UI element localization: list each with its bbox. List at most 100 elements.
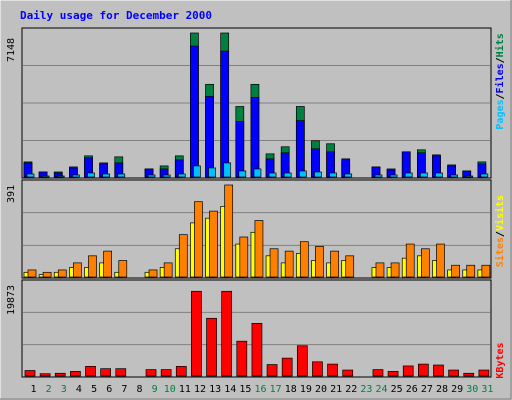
bar-kbytes — [39, 373, 51, 377]
x-tick-label: 3 — [61, 384, 67, 395]
bar-sites — [118, 260, 128, 278]
legend-2: KBytes — [495, 342, 506, 378]
bar-kbytes — [70, 371, 81, 377]
bar-sites — [224, 184, 234, 278]
bar-kbytes — [433, 364, 444, 377]
ymax-label-middle: 391 — [6, 185, 17, 203]
bar-kbytes — [100, 368, 111, 377]
bar-pages — [147, 174, 156, 178]
legend-item-kbytes: KBytes — [495, 342, 506, 378]
bar-sites — [345, 255, 355, 278]
legend-item-sep: / — [495, 57, 506, 63]
bar-sites — [375, 262, 385, 278]
legend-item-pages: Pages — [495, 99, 506, 129]
bar-kbytes — [85, 366, 96, 377]
bar-sites — [239, 236, 249, 278]
bar-sites — [42, 271, 52, 278]
x-tick-label: 24 — [376, 384, 388, 395]
bar-pages — [435, 172, 443, 178]
bar-pages — [344, 173, 353, 178]
bar-sites — [466, 264, 476, 278]
x-axis-labels: 1 2 3 4 5 6 7 8 9 10 11 12 13 14 15 16 17 18 19 20 21 22 23 24 2… — [31, 384, 494, 395]
bar-kbytes — [191, 290, 202, 377]
bar-sites — [178, 234, 188, 278]
bar-kbytes — [448, 369, 459, 377]
bar-pages — [208, 167, 216, 178]
x-tick-label: 6 — [106, 384, 112, 395]
bar-sites — [57, 269, 67, 278]
bar-sites — [451, 264, 460, 278]
x-tick-label: 8 — [136, 384, 142, 395]
x-tick-label: 22 — [345, 384, 357, 395]
bar-kbytes — [463, 372, 475, 377]
x-tick-label: 13 — [209, 384, 221, 395]
x-tick-label: 1 — [31, 384, 37, 395]
legend-item-visits: Visits — [494, 195, 506, 231]
chart-title: Daily usage for December 2000 — [20, 9, 212, 22]
bar-kbytes — [342, 369, 354, 377]
bar-pages — [314, 171, 322, 178]
bar-pages — [26, 173, 35, 178]
x-tick-label: 29 — [451, 384, 463, 395]
bar-kbytes — [327, 363, 338, 377]
bar-pages — [41, 175, 50, 178]
x-tick-label: 20 — [315, 384, 327, 395]
bar-files — [190, 45, 199, 178]
bar-pages — [465, 175, 474, 178]
bar-kbytes — [145, 369, 157, 377]
x-tick-label: 14 — [224, 384, 236, 395]
legend-item-sep: / — [495, 231, 506, 237]
bar-files — [220, 50, 230, 178]
bar-kbytes — [251, 322, 263, 377]
bar-pages — [162, 174, 171, 178]
legend-item-sites: Sites — [494, 237, 506, 267]
bar-kbytes — [54, 372, 66, 377]
bar-kbytes — [206, 317, 217, 377]
x-tick-label: 17 — [270, 384, 282, 395]
bar-files — [295, 120, 305, 178]
bar-pages — [87, 172, 95, 178]
bar-kbytes — [296, 345, 308, 377]
x-tick-label: 18 — [285, 384, 297, 395]
bar-files — [235, 121, 245, 178]
bar-kbytes — [175, 366, 187, 377]
legend-0: Pages/Files/Hits — [494, 33, 506, 129]
bar-files — [205, 96, 214, 178]
bar-kbytes — [115, 368, 127, 377]
bar-kbytes — [402, 365, 414, 377]
bar-files — [250, 97, 260, 178]
x-tick-label: 26 — [406, 384, 418, 395]
bar-pages — [117, 173, 126, 178]
bar-pages — [193, 165, 201, 178]
bar-sites — [390, 262, 400, 278]
x-tick-label: 9 — [152, 384, 158, 395]
legend-item-files: Files — [494, 63, 506, 93]
bar-pages — [420, 172, 428, 178]
bar-pages — [450, 174, 458, 178]
x-tick-label: 27 — [421, 384, 433, 395]
ymax-label-top: 7148 — [6, 38, 17, 62]
bar-pages — [329, 172, 337, 178]
x-tick-label: 5 — [91, 384, 97, 395]
bar-pages — [374, 174, 383, 178]
x-tick-label: 12 — [194, 384, 206, 395]
x-tick-label: 19 — [300, 384, 312, 395]
bar-sites — [103, 250, 112, 278]
bar-pages — [223, 162, 232, 178]
bar-pages — [72, 174, 80, 178]
x-tick-label: 30 — [466, 384, 478, 395]
x-tick-label: 10 — [164, 384, 176, 395]
bar-sites — [405, 243, 415, 278]
x-tick-label: 28 — [436, 384, 448, 395]
bar-sites — [254, 220, 264, 278]
x-tick-label: 31 — [481, 384, 493, 395]
bar-sites — [330, 250, 339, 278]
x-tick-label: 21 — [330, 384, 342, 395]
bar-sites — [27, 269, 37, 278]
bar-sites — [73, 262, 82, 278]
x-tick-label: 11 — [179, 384, 191, 395]
bar-kbytes — [236, 340, 248, 377]
x-tick-label: 23 — [360, 384, 372, 395]
